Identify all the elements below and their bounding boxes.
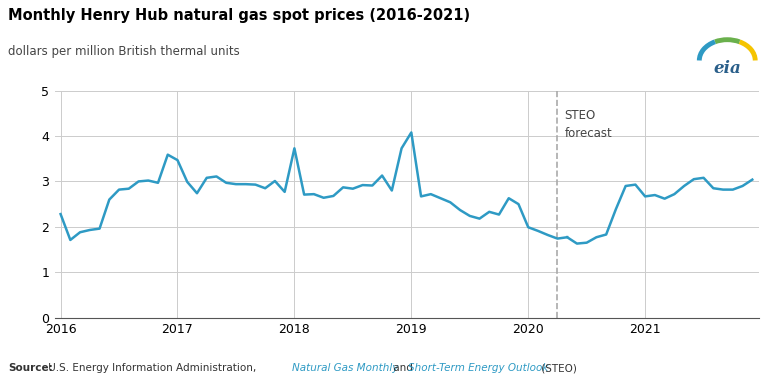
Text: Natural Gas Monthly: Natural Gas Monthly [292,364,398,373]
Text: STEO
forecast: STEO forecast [565,109,612,140]
Text: and: and [390,364,416,373]
Text: Short-Term Energy Outlook: Short-Term Energy Outlook [408,364,549,373]
Text: eia: eia [713,60,741,77]
Text: dollars per million British thermal units: dollars per million British thermal unit… [8,45,239,58]
Text: U.S. Energy Information Administration,: U.S. Energy Information Administration, [45,364,259,373]
Text: Monthly Henry Hub natural gas spot prices (2016-2021): Monthly Henry Hub natural gas spot price… [8,8,470,23]
Text: Source:: Source: [8,364,52,373]
Text: (STEO): (STEO) [538,364,577,373]
